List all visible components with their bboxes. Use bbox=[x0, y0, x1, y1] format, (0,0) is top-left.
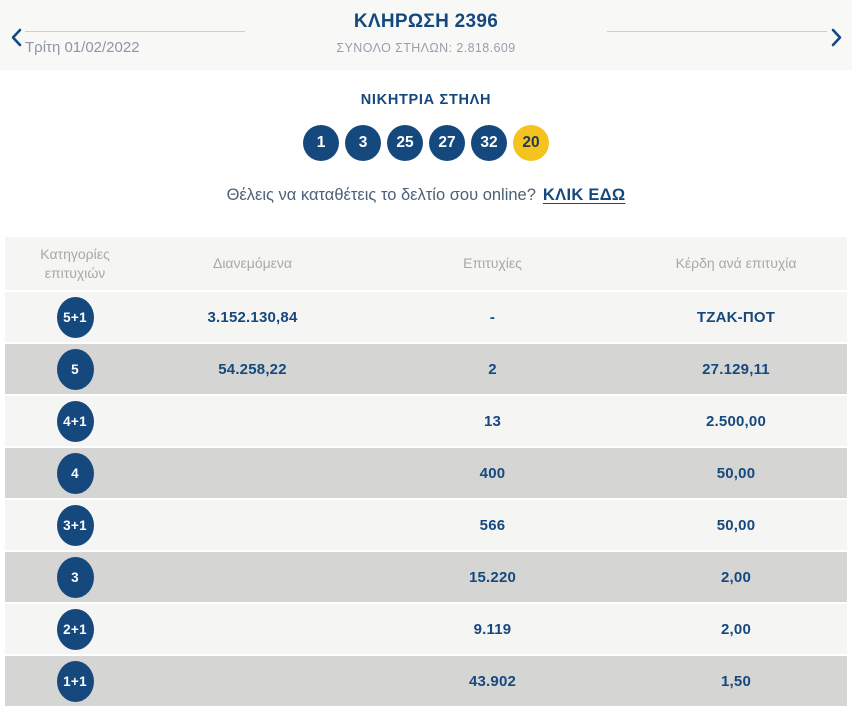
winning-column-section: ΝΙΚΗΤΡΙΑ ΣΤΗΛΗ 1 3 25 27 32 20 Θέλεις να κατα… bbox=[0, 70, 852, 207]
category-badge: 3+1 bbox=[56, 504, 94, 546]
prize-table-row: 3+1 566 50,00 bbox=[5, 500, 847, 550]
wins-cell: 400 bbox=[479, 464, 506, 482]
click-here-link[interactable]: ΚΛΙΚ ΕΔΩ bbox=[542, 186, 626, 204]
prize-table-header: Κατηγορίες επιτυχιών Διανεμόμενα Επιτυχί… bbox=[5, 237, 847, 290]
prize-table-row: 5+1 3.152.130,84 - ΤΖΑΚ-ΠΟΤ bbox=[5, 292, 847, 342]
prize-cell: 2,00 bbox=[721, 568, 751, 586]
header-divider-left bbox=[25, 31, 245, 32]
category-badge: 4+1 bbox=[56, 400, 94, 442]
wins-cell: 9.119 bbox=[473, 620, 512, 638]
header-center: ΚΛΗΡΩΣΗ 2396 ΣΥΝΟΛΟ ΣΤΗΛΩΝ: 2.818.609 bbox=[0, 11, 852, 55]
wins-cell: 15.220 bbox=[468, 568, 517, 586]
prize-table-row: 4+1 13 2.500,00 bbox=[5, 396, 847, 446]
header-categories: Κατηγορίες επιτυχιών bbox=[40, 245, 110, 281]
prize-cell: 1,50 bbox=[721, 672, 751, 690]
category-badge: 4 bbox=[56, 452, 94, 494]
distributed-cell: 54.258,22 bbox=[218, 360, 287, 378]
prize-table-row: 4 400 50,00 bbox=[5, 448, 847, 498]
wins-cell: 43.902 bbox=[468, 672, 517, 690]
category-badge: 3 bbox=[56, 556, 94, 598]
category-cell: 5 bbox=[5, 348, 145, 390]
distributed-cell: 3.152.130,84 bbox=[207, 308, 298, 326]
previous-draw-button[interactable] bbox=[6, 26, 26, 48]
draw-title: ΚΛΗΡΩΣΗ 2396 bbox=[353, 11, 499, 32]
category-cell: 3+1 bbox=[5, 504, 145, 546]
winning-number-ball: 27 bbox=[429, 125, 465, 161]
total-columns-label: ΣΥΝΟΛΟ ΣΤΗΛΩΝ: 2.818.609 bbox=[336, 41, 516, 55]
category-cell: 4 bbox=[5, 452, 145, 494]
prize-table-row: 1+1 43.902 1,50 bbox=[5, 656, 847, 706]
header-wins: Επιτυχίες bbox=[463, 255, 522, 272]
draw-date: Τρίτη 01/02/2022 bbox=[25, 39, 140, 56]
online-cta: Θέλεις να καταθέτεις το δελτίο σου onlin… bbox=[0, 186, 852, 207]
chevron-right-icon bbox=[831, 28, 843, 47]
online-cta-text: Θέλεις να καταθέτεις το δελτίο σου onlin… bbox=[226, 186, 536, 204]
prize-cell: 2,00 bbox=[721, 620, 751, 638]
winning-numbers: 1 3 25 27 32 20 bbox=[0, 125, 852, 161]
prize-cell: 27.129,11 bbox=[702, 360, 770, 378]
winning-number-ball: 1 bbox=[303, 125, 339, 161]
category-badge: 5 bbox=[56, 348, 94, 390]
category-cell: 5+1 bbox=[5, 296, 145, 338]
prize-cell: 50,00 bbox=[716, 464, 756, 482]
next-draw-button[interactable] bbox=[827, 26, 847, 48]
wins-cell: 13 bbox=[483, 412, 502, 430]
winning-number-ball: 20 bbox=[513, 125, 549, 161]
draw-header: Τρίτη 01/02/2022 ΚΛΗΡΩΣΗ 2396 ΣΥΝΟΛΟ ΣΤΗ… bbox=[0, 0, 852, 70]
header-prize-per-win: Κέρδη ανά επιτυχία bbox=[675, 255, 797, 272]
category-cell: 3 bbox=[5, 556, 145, 598]
wins-cell: 566 bbox=[479, 516, 506, 534]
category-cell: 2+1 bbox=[5, 608, 145, 650]
header-distributed: Διανεμόμενα bbox=[212, 255, 293, 272]
prize-cell: 2.500,00 bbox=[706, 412, 766, 430]
prize-cell: ΤΖΑΚ-ΠΟΤ bbox=[696, 308, 776, 326]
wins-cell: 2 bbox=[488, 360, 497, 378]
category-cell: 1+1 bbox=[5, 660, 145, 702]
winning-number-ball: 3 bbox=[345, 125, 381, 161]
winning-number-ball: 25 bbox=[387, 125, 423, 161]
prize-table: Κατηγορίες επιτυχιών Διανεμόμενα Επιτυχί… bbox=[5, 237, 847, 706]
prize-table-row: 2+1 9.119 2,00 bbox=[5, 604, 847, 654]
category-badge: 2+1 bbox=[56, 608, 94, 650]
prize-table-row: 5 54.258,22 2 27.129,11 bbox=[5, 344, 847, 394]
winning-number-ball: 32 bbox=[471, 125, 507, 161]
category-cell: 4+1 bbox=[5, 400, 145, 442]
prize-table-body: 5+1 3.152.130,84 - ΤΖΑΚ-ΠΟΤ 5 54.258,22 … bbox=[5, 292, 847, 706]
prize-cell: 50,00 bbox=[716, 516, 756, 534]
prize-table-row: 3 15.220 2,00 bbox=[5, 552, 847, 602]
category-badge: 1+1 bbox=[56, 660, 94, 702]
category-badge: 5+1 bbox=[56, 296, 94, 338]
chevron-left-icon bbox=[10, 28, 22, 47]
header-divider-right bbox=[607, 31, 827, 32]
winning-column-title: ΝΙΚΗΤΡΙΑ ΣΤΗΛΗ bbox=[360, 92, 492, 108]
wins-cell: - bbox=[489, 308, 496, 326]
